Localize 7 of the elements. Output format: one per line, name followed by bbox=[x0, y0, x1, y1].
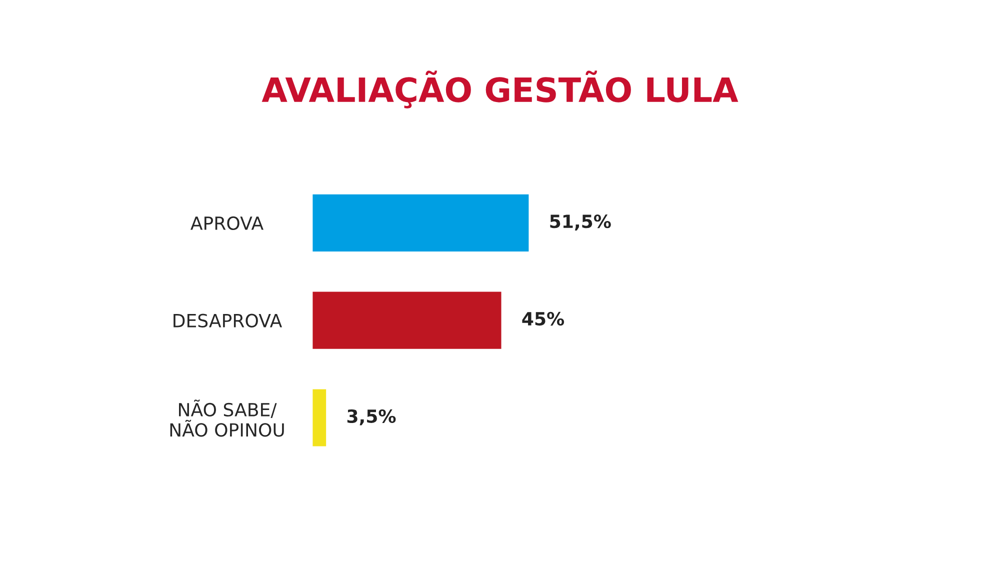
y-tick-label: APROVA bbox=[190, 216, 264, 230]
data-label: 45% bbox=[522, 312, 564, 326]
data-label: 3,5% bbox=[347, 409, 396, 426]
data-label: 51,5% bbox=[550, 214, 611, 230]
chart-title: AVALIAÇÃO GESTÃO LULA bbox=[262, 70, 738, 108]
y-tick-label: NÃO SABE/ NÃO OPINOU bbox=[170, 400, 284, 437]
y-tick-label: DESAPROVA bbox=[174, 314, 282, 328]
